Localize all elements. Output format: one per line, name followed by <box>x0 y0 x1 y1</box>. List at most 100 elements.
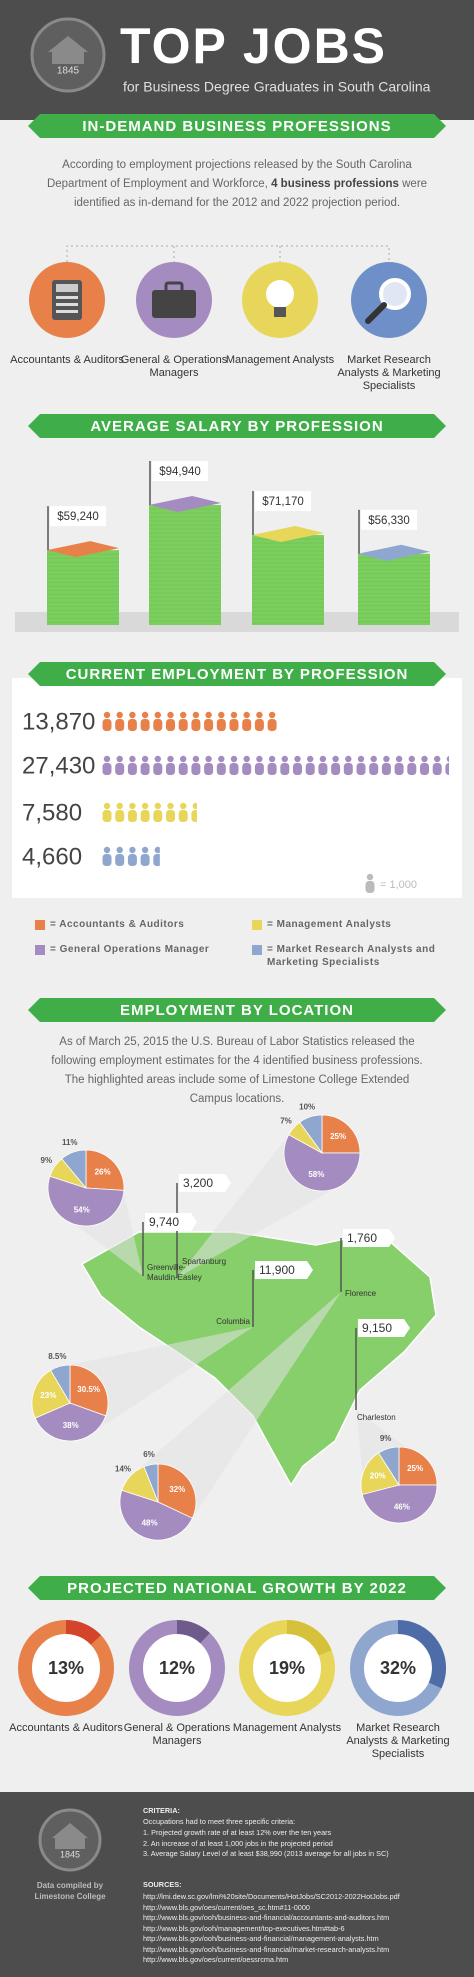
pie-label: 48% <box>142 1518 158 1527</box>
legend-swatch <box>252 945 262 955</box>
pictograph-row <box>102 755 450 775</box>
pie-slice <box>31 1369 71 1419</box>
person-head <box>167 802 174 810</box>
employment-number: 27,430 <box>22 752 95 779</box>
source-item: http://www.bls.gov/oes/current/oes_sc.ht… <box>143 1902 310 1912</box>
person-head <box>116 802 123 810</box>
city-flag <box>255 1261 313 1279</box>
criteria-intro: Occupations had to meet three specific c… <box>143 1817 296 1826</box>
pie-slice <box>378 1446 400 1487</box>
city-value: 9,150 <box>362 1321 392 1335</box>
pie-label: 25% <box>407 1464 423 1473</box>
banner-title: CURRENT EMPLOYMENT BY PROFESSION <box>66 666 409 683</box>
person-head <box>294 755 301 763</box>
pie-slice <box>143 1463 159 1503</box>
location-intro: As of March 25, 2015 the U.S. Bureau of … <box>51 1036 423 1105</box>
person-head <box>154 755 161 763</box>
legend-label: = Accountants & Auditors <box>50 919 185 930</box>
legend-swatch <box>252 920 262 930</box>
bulb-base <box>274 307 286 317</box>
person-head <box>192 711 200 719</box>
person-body <box>127 854 137 866</box>
banner-title: AVERAGE SALARY BY PROFESSION <box>90 418 383 435</box>
person-body <box>369 763 379 775</box>
pictograph-row <box>102 846 160 866</box>
magnifier <box>379 278 411 310</box>
pie-slice <box>283 1134 361 1192</box>
person-head <box>141 802 149 810</box>
person-body <box>331 763 341 775</box>
value-label: $56,330 <box>368 515 410 527</box>
footer-building <box>52 1823 88 1849</box>
person-head <box>357 755 365 763</box>
person-body <box>191 810 197 822</box>
person-head <box>383 755 390 763</box>
person-head <box>192 755 200 763</box>
person-head <box>268 755 276 763</box>
pictograph-row <box>102 802 197 822</box>
banner <box>28 1576 446 1600</box>
intro-text: According to employment projections rele… <box>46 159 412 190</box>
banner <box>28 662 446 686</box>
pie-slice <box>119 1489 193 1541</box>
person-body <box>343 763 353 775</box>
person-head <box>154 711 161 719</box>
magnifier-handle <box>365 302 387 324</box>
person-head <box>192 802 197 810</box>
city-flag <box>343 1229 395 1247</box>
person-body <box>127 719 137 731</box>
person-head <box>103 802 111 810</box>
person-head <box>116 755 123 763</box>
city-name: Columbia <box>216 1317 250 1326</box>
pie-slice <box>398 1446 438 1486</box>
sources-heading: SOURCES: <box>143 1880 182 1889</box>
person-body <box>432 763 442 775</box>
donut-arc <box>286 1620 332 1656</box>
bar <box>358 553 430 625</box>
bar-top <box>358 544 430 561</box>
pie-label: 23% <box>40 1391 56 1400</box>
pictograph-row <box>102 711 277 731</box>
employment-number: 13,870 <box>22 708 95 735</box>
pie-slice <box>69 1364 109 1417</box>
unit-icon <box>365 873 375 893</box>
profession-label: Market Research Analysts & Marketing Spe… <box>337 354 441 393</box>
bar-base <box>15 612 459 632</box>
city-value: 9,740 <box>149 1215 179 1229</box>
value-box <box>255 491 311 512</box>
person-head <box>218 711 225 719</box>
pie-label: 38% <box>63 1421 79 1430</box>
person-head <box>103 755 111 763</box>
person-body <box>140 719 150 731</box>
leader-wedge <box>129 1292 341 1527</box>
pie-slice <box>34 1402 107 1442</box>
person-head <box>345 755 352 763</box>
source-item: http://www.bls.gov/ooh/business-and-fina… <box>143 1913 390 1922</box>
pie-label: 20% <box>370 1472 386 1481</box>
pie-label: 32% <box>169 1485 185 1494</box>
person-head <box>141 711 149 719</box>
donut-label: Management Analysts <box>232 1722 342 1734</box>
person-body <box>229 763 239 775</box>
value-box <box>361 509 417 530</box>
person-head <box>268 711 276 719</box>
bulb <box>266 280 294 308</box>
pie-slice <box>50 1364 71 1405</box>
person-body <box>102 719 112 731</box>
legend-swatch <box>35 945 45 955</box>
person-body <box>127 763 137 775</box>
criteria-heading: CRITERIA: <box>143 1806 180 1815</box>
person-head <box>230 711 238 719</box>
person-head <box>129 846 136 854</box>
legend-label: = General Operations Manager <box>50 944 210 955</box>
person-head <box>129 711 136 719</box>
person-body <box>381 763 391 775</box>
city-name: Spartanburg <box>182 1257 227 1266</box>
person-body <box>254 719 264 731</box>
person-head <box>205 711 212 719</box>
person-head <box>256 755 263 763</box>
person-head <box>180 802 187 810</box>
bar-top <box>252 526 324 543</box>
source-item: http://www.bls.gov/ooh/management/top-ex… <box>143 1923 345 1933</box>
